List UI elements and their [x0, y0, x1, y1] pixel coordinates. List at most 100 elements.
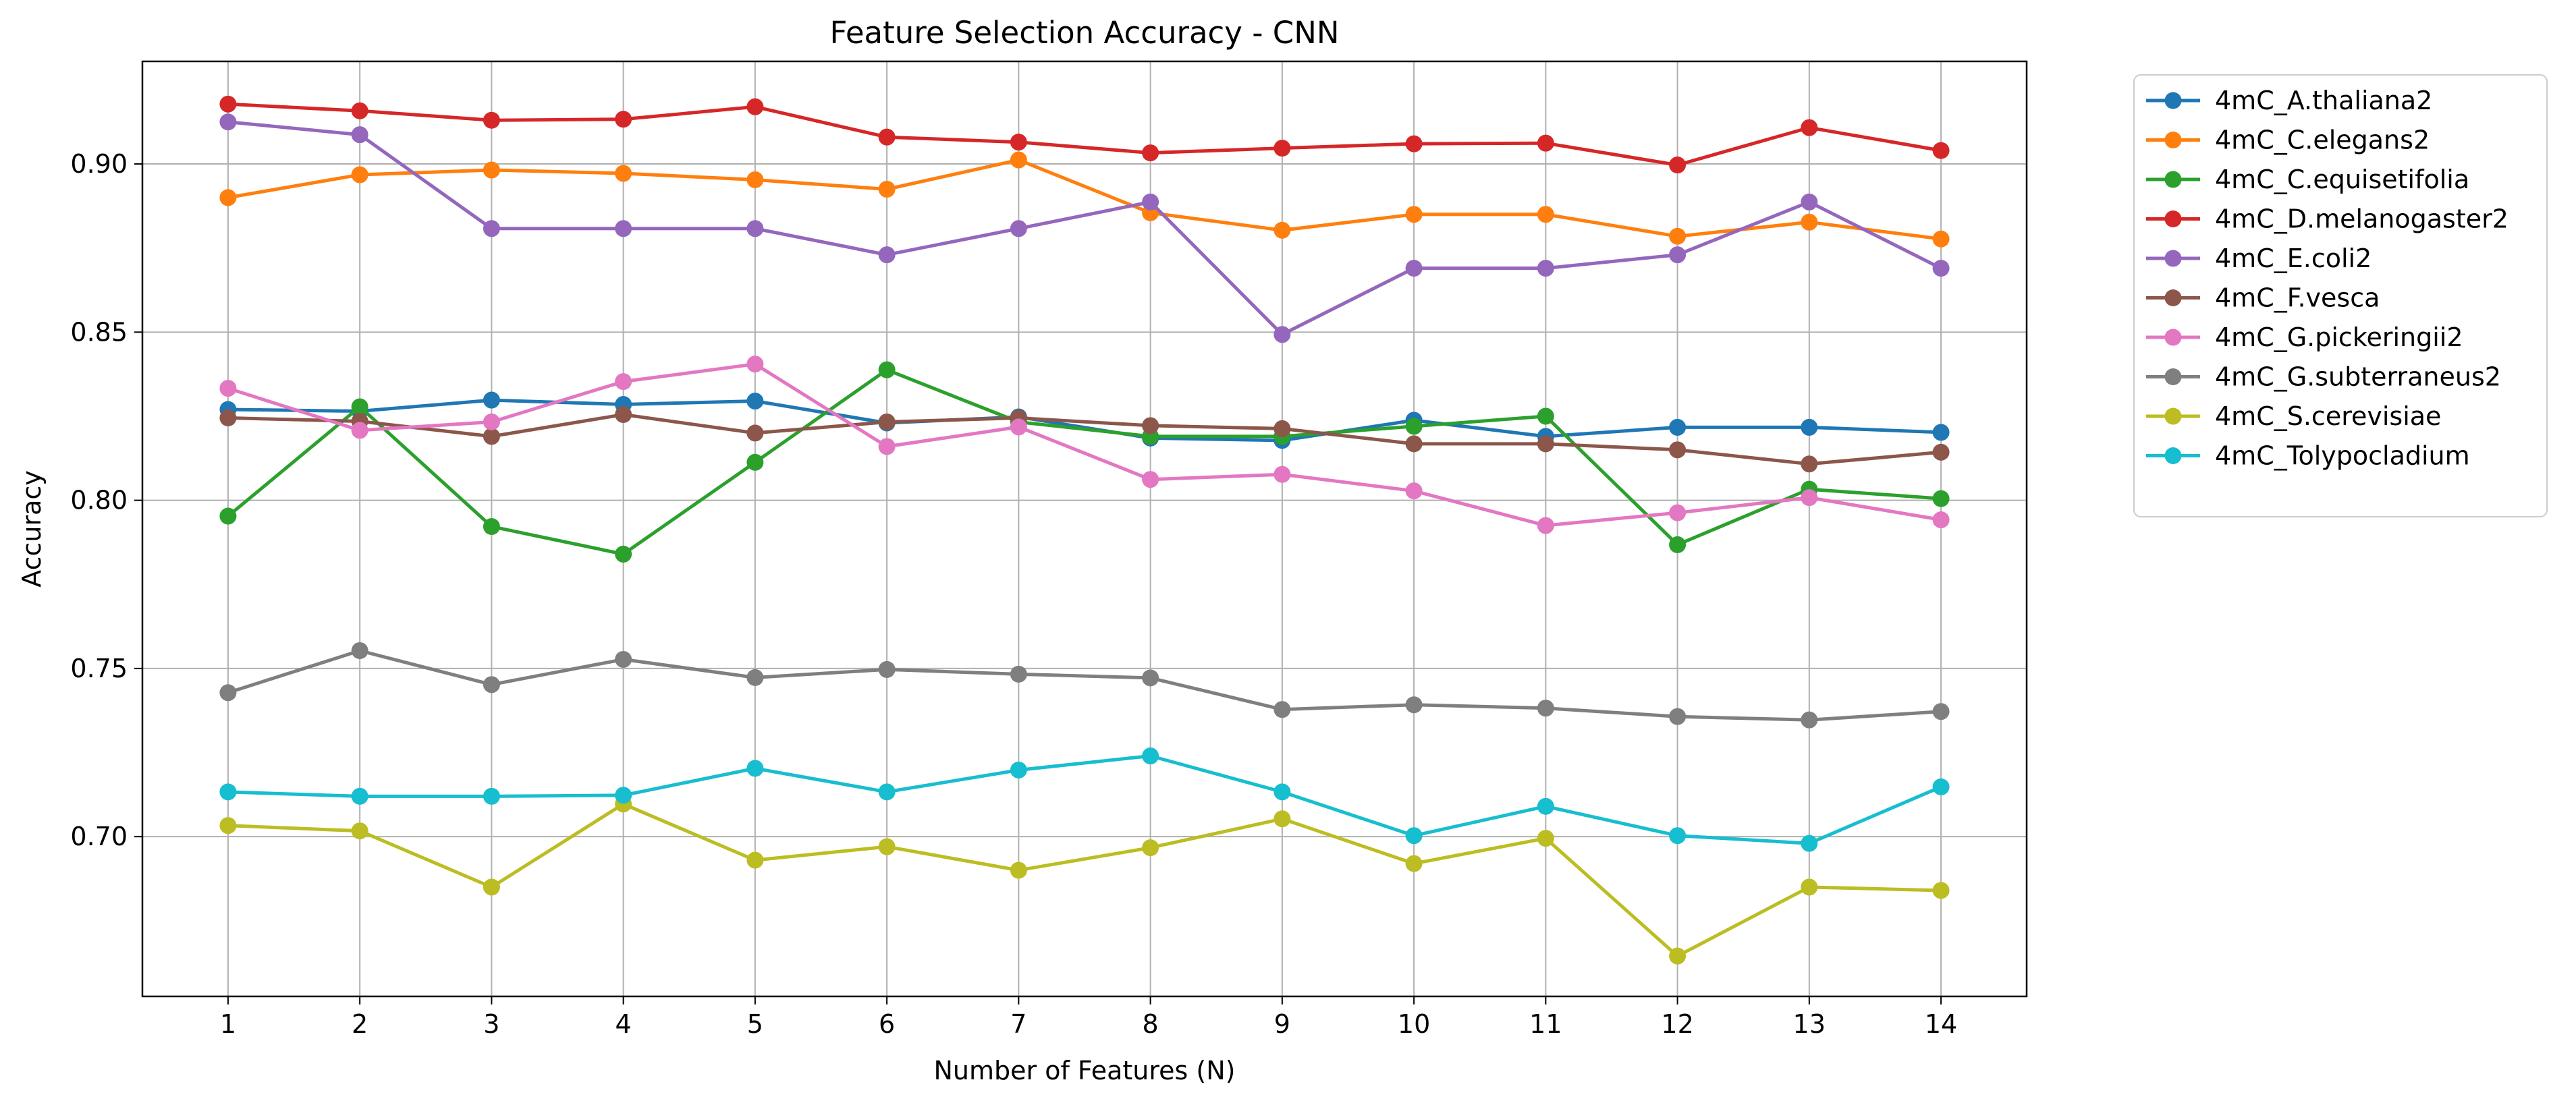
data-point: [1537, 435, 1554, 453]
data-point: [878, 838, 896, 855]
data-point: [746, 453, 764, 471]
data-point: [483, 518, 500, 536]
series-line: [227, 413, 1942, 466]
data-point: [878, 128, 896, 146]
x-tick-label: 3: [483, 1009, 499, 1039]
legend-entry: 4mC_S.cerevisiae: [2146, 401, 2441, 431]
y-tick-label: 0.85: [70, 317, 128, 347]
data-point: [1801, 193, 1818, 210]
data-point: [483, 676, 500, 693]
x-tick-label: 7: [1010, 1009, 1026, 1039]
legend-label: 4mC_C.elegans2: [2215, 125, 2430, 155]
data-point: [1932, 424, 1950, 441]
data-point: [219, 409, 237, 426]
data-point: [615, 220, 632, 237]
legend-label: 4mC_E.coli2: [2215, 244, 2372, 273]
data-point: [219, 95, 237, 113]
data-point: [878, 180, 896, 198]
data-point: [1669, 708, 1687, 725]
data-point: [878, 246, 896, 264]
x-axis-label: Number of Features (N): [934, 1056, 1236, 1085]
data-point: [746, 424, 764, 442]
data-point: [219, 783, 237, 801]
legend-label: 4mC_C.equisetifolia: [2215, 165, 2469, 194]
series-4mC_E.coli2: [219, 113, 1950, 343]
data-point: [1801, 418, 1818, 436]
x-tick-label: 1: [220, 1009, 236, 1039]
legend-label: 4mC_G.pickeringii2: [2215, 322, 2463, 352]
data-point: [746, 851, 764, 869]
data-point: [878, 438, 896, 455]
data-point: [1801, 834, 1818, 852]
data-point: [219, 684, 237, 702]
legend-label: 4mC_Tolypocladium: [2215, 441, 2470, 471]
y-tick-label: 0.90: [70, 149, 128, 179]
data-point: [1932, 230, 1950, 248]
series-4mC_C.elegans2: [219, 151, 1950, 248]
data-point: [1537, 700, 1554, 717]
data-point: [615, 405, 632, 423]
legend-items: 4mC_A.thaliana2 4mC_C.elegans2 4mC_C.equis…: [2146, 86, 2509, 471]
series-line: [227, 368, 1942, 556]
data-point: [351, 422, 368, 439]
data-point: [1273, 810, 1291, 828]
data-point: [1669, 827, 1687, 845]
data-point: [1142, 747, 1159, 765]
data-point: [615, 545, 632, 563]
data-point: [1801, 455, 1818, 473]
data-point: [1669, 441, 1687, 459]
series-4mC_G.subterraneus2: [219, 642, 1950, 729]
x-tick-label: 14: [1925, 1009, 1957, 1039]
legend-marker-swatch: [2164, 289, 2182, 306]
legend-entry: 4mC_C.equisetifolia: [2146, 165, 2469, 194]
series-line: [227, 802, 1942, 958]
legend-marker-swatch: [2164, 368, 2182, 385]
data-point: [1405, 435, 1423, 453]
data-point: [1010, 220, 1027, 237]
data-point: [219, 113, 237, 131]
data-point: [1010, 861, 1027, 879]
data-point: [746, 356, 764, 373]
data-point: [351, 166, 368, 183]
series-line: [227, 158, 1942, 241]
data-point: [1405, 855, 1423, 872]
data-point: [351, 102, 368, 119]
y-tick-label: 0.70: [70, 822, 128, 851]
data-point: [1142, 669, 1159, 687]
data-point: [483, 787, 500, 805]
legend-entry: 4mC_D.melanogaster2: [2146, 204, 2509, 234]
data-point: [1273, 701, 1291, 718]
legend-marker-swatch: [2164, 250, 2182, 267]
series-4mC_D.melanogaster2: [219, 95, 1950, 174]
data-point: [1142, 144, 1159, 162]
data-point: [483, 391, 500, 409]
legend-marker-swatch: [2164, 132, 2182, 148]
data-point: [1010, 418, 1027, 436]
data-point: [483, 413, 500, 430]
data-point: [1669, 536, 1687, 553]
data-point: [1537, 517, 1554, 534]
data-point: [1273, 420, 1291, 437]
data-point: [746, 393, 764, 410]
legend-entry: 4mC_G.subterraneus2: [2146, 362, 2501, 392]
data-point: [1405, 206, 1423, 223]
data-point: [1801, 711, 1818, 729]
data-point: [1932, 882, 1950, 899]
series-line: [227, 120, 1942, 337]
data-point: [1932, 703, 1950, 720]
y-tick-label: 0.75: [70, 654, 128, 683]
data-point: [1537, 206, 1554, 223]
legend-label: 4mC_A.thaliana2: [2215, 86, 2432, 115]
data-point: [1142, 193, 1159, 210]
data-point: [219, 817, 237, 834]
legend: 4mC_A.thaliana2 4mC_C.elegans2 4mC_C.equis…: [2133, 74, 2548, 517]
legend-entry: 4mC_E.coli2: [2146, 244, 2372, 273]
data-point: [1273, 140, 1291, 157]
data-point: [1801, 119, 1818, 136]
data-point: [483, 111, 500, 129]
legend-label: 4mC_F.vesca: [2215, 283, 2380, 313]
data-point: [351, 126, 368, 144]
data-point: [615, 650, 632, 668]
legend-entry: 4mC_F.vesca: [2146, 283, 2380, 313]
